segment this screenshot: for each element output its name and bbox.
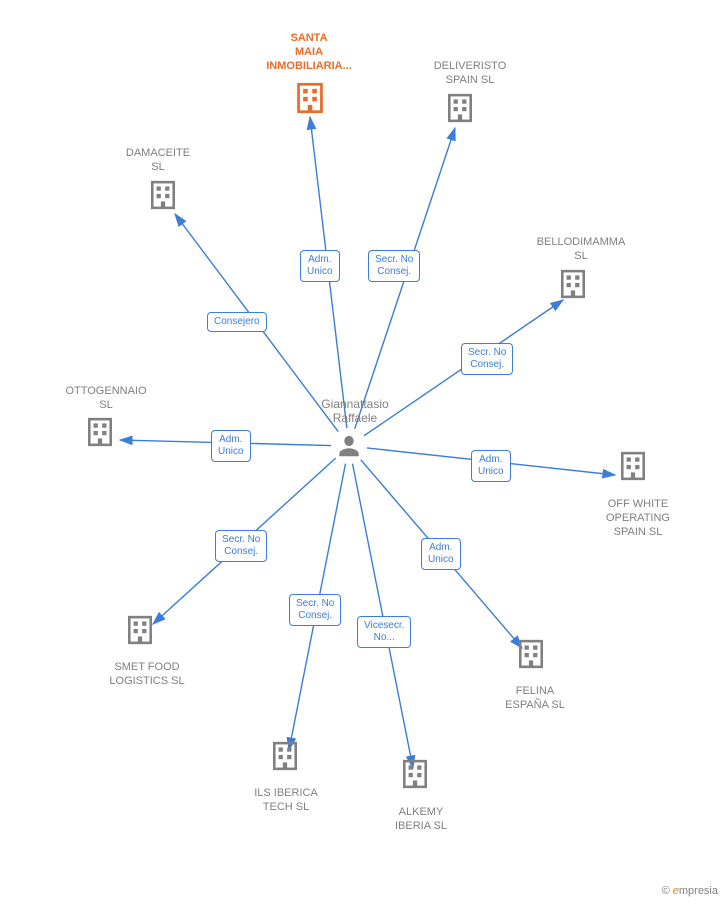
network-edges-layer — [0, 0, 728, 905]
building-icon — [620, 451, 646, 481]
edge-label-ils: Secr. No Consej. — [289, 594, 341, 626]
node-label-smet: SMET FOOD LOGISTICS SL — [82, 661, 212, 689]
center-node-label: Giannattasio Raffaele — [315, 397, 395, 425]
edge-label-ottogennaio: Adm. Unico — [211, 430, 251, 462]
node-icon-santa_maia — [296, 82, 324, 119]
node-icon-felina — [518, 639, 544, 674]
copyright-symbol: © — [662, 885, 670, 897]
node-label-felina: FELINA ESPAÑA SL — [480, 685, 590, 713]
building-icon — [402, 759, 428, 789]
building-icon — [87, 417, 113, 447]
edge-label-smet: Secr. No Consej. — [215, 530, 267, 562]
node-icon-bellodimamma — [560, 269, 586, 304]
node-label-alkemy: ALKEMY IBERIA SL — [366, 806, 476, 834]
edge-label-deliveristo: Secr. No Consej. — [368, 250, 420, 282]
building-icon — [560, 269, 586, 299]
edge-label-offwhite: Adm. Unico — [471, 450, 511, 482]
copyright-text: mpresia — [679, 885, 718, 897]
node-icon-smet — [127, 615, 153, 650]
node-icon-damaceite — [150, 180, 176, 215]
copyright: © empresia — [662, 885, 718, 897]
node-label-ils: ILS IBERICA TECH SL — [226, 787, 346, 815]
node-icon-deliveristo — [447, 93, 473, 128]
node-label-damaceite: DAMACEITE SL — [108, 147, 208, 175]
edge-label-felina: Adm. Unico — [421, 538, 461, 570]
building-icon — [518, 639, 544, 669]
edge-label-damaceite: Consejero — [207, 312, 267, 332]
building-icon — [447, 93, 473, 123]
edge-label-santa_maia: Adm. Unico — [300, 250, 340, 282]
building-icon — [127, 615, 153, 645]
center-node-icon — [336, 433, 362, 464]
edge-label-alkemy: Vicesecr. No... — [357, 616, 411, 648]
building-icon — [150, 180, 176, 210]
node-label-santa_maia: SANTA MAIA INMOBILIARIA... — [244, 32, 374, 73]
node-label-deliveristo: DELIVERISTO SPAIN SL — [410, 60, 530, 88]
node-icon-offwhite — [620, 451, 646, 486]
node-label-ottogennaio: OTTOGENNAIO SL — [46, 385, 166, 413]
node-icon-ils — [272, 741, 298, 776]
node-label-offwhite: OFF WHITE OPERATING SPAIN SL — [578, 498, 698, 539]
node-icon-alkemy — [402, 759, 428, 794]
building-icon — [272, 741, 298, 771]
node-label-bellodimamma: BELLODIMAMMA SL — [516, 236, 646, 264]
node-icon-ottogennaio — [87, 417, 113, 452]
edge-label-bellodimamma: Secr. No Consej. — [461, 343, 513, 375]
building-icon — [296, 82, 324, 114]
